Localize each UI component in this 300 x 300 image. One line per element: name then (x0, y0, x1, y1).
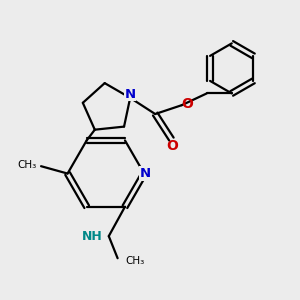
Text: N: N (140, 167, 151, 180)
Text: N: N (124, 88, 136, 101)
Text: NH: NH (82, 230, 102, 243)
Text: CH₃: CH₃ (125, 256, 144, 266)
Text: O: O (181, 97, 193, 111)
Text: O: O (166, 139, 178, 152)
Text: CH₃: CH₃ (17, 160, 37, 170)
